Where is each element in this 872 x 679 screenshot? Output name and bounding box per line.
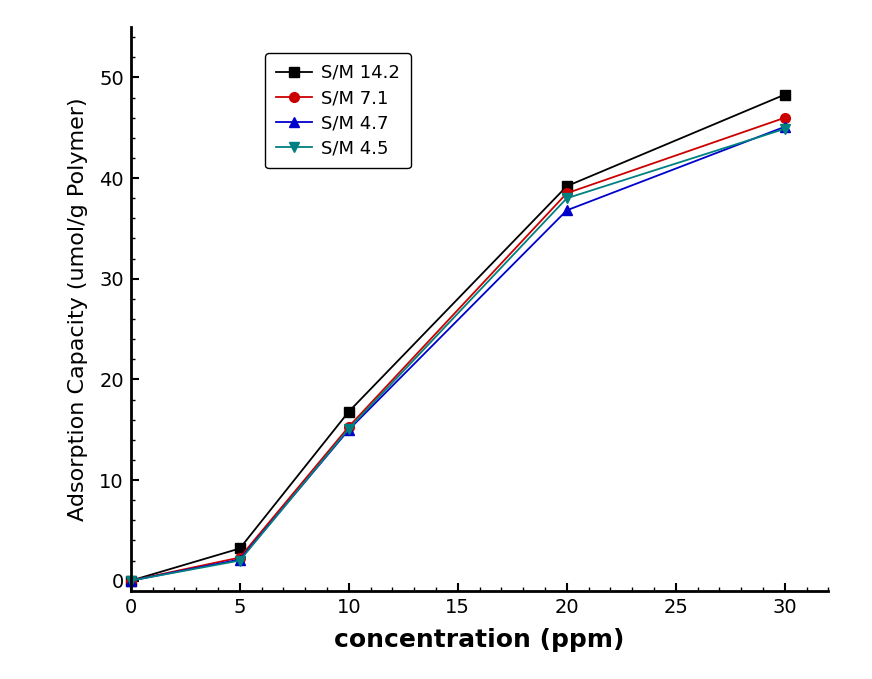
Line: S/M 4.5: S/M 4.5 (126, 124, 790, 585)
S/M 4.5 (780, 125, 790, 133)
S/M 14.2 (780, 90, 790, 98)
S/M 14.2 (126, 576, 136, 585)
S/M 14.2 (235, 545, 245, 553)
S/M 4.7 (562, 206, 572, 215)
S/M 4.5 (235, 557, 245, 565)
Line: S/M 4.7: S/M 4.7 (126, 122, 790, 585)
Line: S/M 7.1: S/M 7.1 (126, 113, 790, 585)
S/M 7.1 (780, 113, 790, 122)
S/M 4.7 (126, 576, 136, 585)
S/M 7.1 (235, 553, 245, 562)
S/M 14.2 (344, 407, 354, 416)
S/M 7.1 (126, 576, 136, 585)
S/M 7.1 (562, 189, 572, 198)
S/M 4.7 (235, 555, 245, 564)
S/M 4.7 (780, 123, 790, 131)
S/M 4.7 (344, 426, 354, 434)
S/M 7.1 (344, 422, 354, 430)
S/M 14.2 (562, 182, 572, 190)
Legend: S/M 14.2, S/M 7.1, S/M 4.7, S/M 4.5: S/M 14.2, S/M 7.1, S/M 4.7, S/M 4.5 (265, 53, 411, 168)
S/M 4.5 (126, 576, 136, 585)
X-axis label: concentration (ppm): concentration (ppm) (335, 628, 624, 652)
Line: S/M 14.2: S/M 14.2 (126, 90, 790, 585)
S/M 4.5 (344, 424, 354, 433)
S/M 4.5 (562, 194, 572, 202)
Y-axis label: Adsorption Capacity (umol/g Polymer): Adsorption Capacity (umol/g Polymer) (68, 97, 88, 521)
